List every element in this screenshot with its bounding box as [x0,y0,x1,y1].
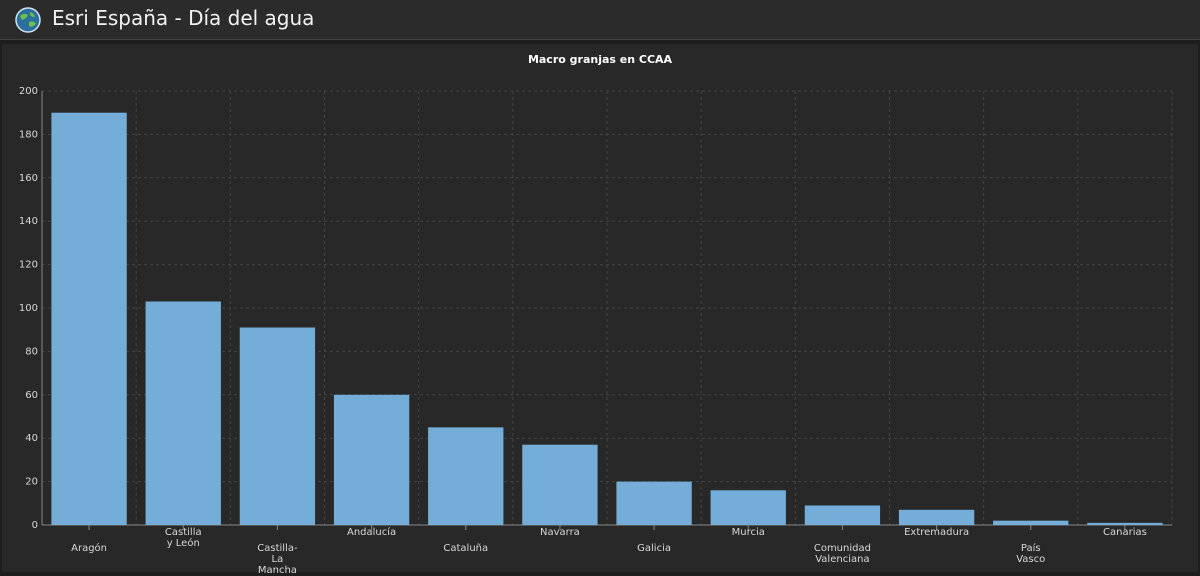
chart-title: Macro granjas en CCAA [528,53,673,66]
y-tick-label: 100 [19,303,38,314]
x-tick-label: Castilla y León [164,527,202,549]
chart-panel: Macro granjas en CCAA 0 20 40 60 80 100 120 140… [2,44,1198,576]
bar [616,481,692,525]
bar [804,505,881,525]
x-tick-label: Castilla-La Mancha [257,543,298,576]
bar [522,444,598,525]
x-tick-label: Aragón [71,543,108,554]
bar [145,301,221,525]
y-tick-label: 20 [25,477,38,488]
bar [1087,522,1163,525]
x-tick-label: País Vasco [1016,543,1046,565]
y-tick-label: 200 [19,86,38,97]
x-tick-label: Galicia [637,543,671,554]
bar [710,490,786,525]
y-tick-label: 140 [19,216,38,227]
bar [239,327,316,525]
bar [333,394,410,525]
x-tick-label: Comunidad Valenciana [813,543,871,565]
x-tick-label: Navarra [539,527,580,538]
y-tick-label: 160 [19,173,38,184]
x-tick-label: Cataluña [443,543,489,554]
y-tick-label: 80 [25,346,38,357]
app-header: Esri España - Día del agua [0,0,1200,40]
app-title: Esri España - Día del agua [52,6,315,30]
x-tick-label: Murcia [731,527,765,538]
y-tick-label: 120 [19,260,38,271]
bar [993,520,1069,525]
y-tick-label: 60 [25,390,38,401]
x-tick-label: Andalucía [346,527,397,538]
bar [428,427,504,525]
chart: Macro granjas en CCAA 0 20 40 60 80 100 120 140… [19,53,1173,531]
y-tick-label: 40 [25,433,38,444]
bar [898,509,975,525]
app-icon [15,7,41,33]
y-tick-label: 180 [19,129,38,140]
x-tick-label: Extremadura [904,527,970,538]
y-tick-label: 0 [32,520,38,531]
bar [51,112,127,525]
x-tick-label: Canarias [1103,527,1147,538]
